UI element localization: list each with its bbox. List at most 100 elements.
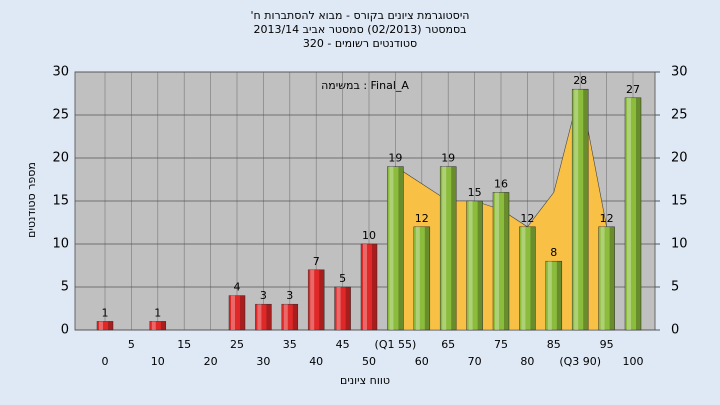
bar-shade (636, 97, 641, 330)
bar-highlight (231, 295, 235, 330)
bar-shade (504, 192, 509, 330)
bar-highlight (468, 201, 473, 330)
y2-tick-label: 30 (671, 65, 688, 80)
bar (255, 303, 272, 331)
bar-highlight (627, 97, 631, 330)
x-tick-label: (Q3 90) (559, 355, 601, 368)
bar-highlight (495, 192, 499, 330)
bar-shade (556, 261, 562, 330)
bar (413, 226, 431, 331)
bar-shade (319, 269, 325, 330)
bar (307, 269, 325, 331)
x-tick-label: 100 (623, 355, 644, 368)
x-tick-label: 5 (128, 338, 135, 351)
x-tick-label: 30 (256, 355, 270, 368)
bar-highlight (283, 304, 288, 330)
data-label: 3 (260, 289, 267, 302)
bar-shade (477, 201, 483, 330)
chart-subtitle: בסמסטר (02/2013) סמסטר אביב 2013/14 (253, 23, 466, 36)
y2-tick-label: 15 (671, 194, 688, 209)
bar (439, 166, 457, 331)
y-tick-label: 20 (52, 151, 69, 166)
x-tick-label: 45 (336, 338, 350, 351)
bar (545, 260, 563, 331)
y-tick-label: 15 (52, 194, 69, 209)
bar-highlight (521, 226, 526, 330)
data-label: 16 (494, 177, 508, 190)
bar-highlight (257, 304, 262, 330)
y2-tick-label: 25 (671, 108, 688, 123)
data-label: 1 (154, 306, 161, 319)
bar-shade (266, 304, 272, 330)
data-label: 19 (441, 152, 455, 165)
data-label: 12 (520, 212, 534, 225)
x-tick-label: 50 (362, 355, 376, 368)
y2-tick-label: 5 (671, 280, 679, 295)
bar (96, 321, 114, 331)
x-tick-label: 75 (494, 338, 508, 351)
bar-shade (372, 244, 377, 330)
data-label: 15 (468, 186, 482, 199)
x-axis-label: טווח ציונים (340, 374, 390, 387)
data-label: 12 (600, 212, 614, 225)
y-tick-label: 25 (52, 108, 69, 123)
data-label: 27 (626, 83, 640, 96)
data-label: 1 (102, 306, 109, 319)
data-label: 7 (313, 255, 320, 268)
bar-shade (451, 166, 457, 330)
x-tick-label: 85 (547, 338, 561, 351)
x-tick-label: 35 (283, 338, 297, 351)
bar (598, 226, 615, 331)
bar-shade (160, 321, 166, 330)
data-label: 8 (550, 246, 557, 259)
bar-shade (424, 226, 430, 330)
data-label: 10 (362, 229, 376, 242)
x-tick-label: 40 (309, 355, 323, 368)
bar-highlight (363, 244, 367, 330)
bar (149, 321, 167, 331)
bar (281, 303, 299, 331)
bar-shade (345, 287, 351, 330)
data-label: 5 (339, 272, 346, 285)
bar-highlight (600, 226, 605, 330)
x-tick-label: 65 (441, 338, 455, 351)
chart-subtitle: סטודנטים רשומים - 320 (303, 37, 417, 50)
bar-shade (292, 304, 298, 330)
y-tick-label: 10 (52, 237, 69, 252)
data-label: 3 (286, 289, 293, 302)
x-tick-label: 25 (230, 338, 244, 351)
bar-shade (530, 226, 536, 330)
bar (360, 243, 378, 331)
bar (334, 286, 351, 331)
x-tick-label: 95 (600, 338, 614, 351)
bar-highlight (389, 166, 394, 330)
bar-shade (240, 295, 245, 330)
data-label: 19 (388, 152, 402, 165)
x-tick-label: 0 (102, 355, 109, 368)
chart-title: היסטוגרמת ציונים בקורס - מבוא להסתברות ח… (251, 9, 470, 22)
bar (466, 200, 483, 331)
bar-highlight (415, 226, 420, 330)
x-tick-label: (Q1 55) (375, 338, 417, 351)
bar-highlight (574, 89, 579, 330)
bar (624, 97, 642, 331)
annotation: במשימה : Final_A (321, 79, 409, 92)
bar (571, 88, 589, 331)
x-tick-label: 70 (468, 355, 482, 368)
data-label: 28 (573, 74, 587, 87)
x-tick-label: 15 (177, 338, 191, 351)
data-label: 4 (234, 281, 241, 294)
y-tick-label: 30 (52, 65, 69, 80)
bar (387, 166, 404, 331)
y-axis-label: מספר סטודנטים (25, 162, 38, 238)
bar-shade (583, 89, 589, 330)
bar (492, 192, 510, 331)
y2-tick-label: 0 (671, 323, 679, 338)
bar-shade (398, 166, 404, 330)
bar-highlight (336, 287, 341, 330)
bar-highlight (310, 269, 315, 330)
bar-highlight (547, 261, 552, 330)
bar-highlight (442, 166, 447, 330)
bar-shade (108, 321, 113, 330)
